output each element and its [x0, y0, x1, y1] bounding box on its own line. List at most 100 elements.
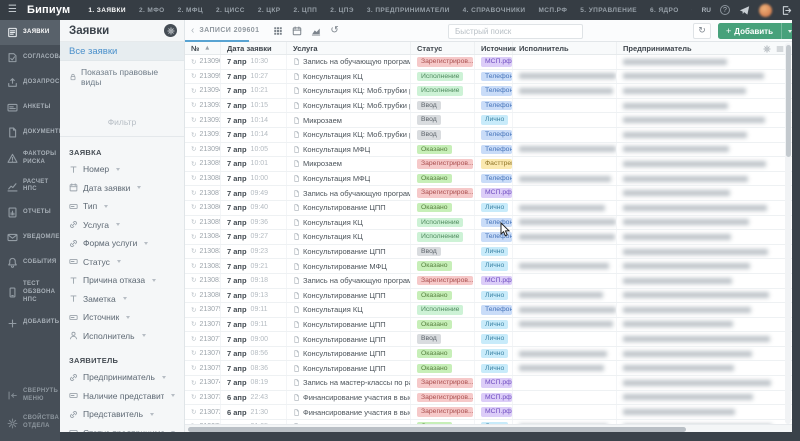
- sidebar-item-soglasovaniya[interactable]: Согласования: [0, 45, 77, 70]
- topnav-item-1[interactable]: 1. Заявки: [88, 6, 126, 14]
- table-row[interactable]: ↻ 213081 7 апр 09:18 Запись на обучающую про…: [185, 273, 792, 289]
- add-record-button[interactable]: + Добавить: [718, 23, 792, 39]
- sidebar-item-zayavki[interactable]: Заявки: [0, 20, 60, 45]
- table-row[interactable]: ↻ 213090 7 апр 10:05 Консультация МФЦ Оказано…: [185, 142, 792, 158]
- table-row[interactable]: ↻ 213072 6 апр 21:30 Финансирование участия …: [185, 405, 792, 420]
- topnav-item-6[interactable]: 2. ЦПП: [293, 6, 318, 14]
- table-row[interactable]: ↻ 213094 7 апр 10:21 Консультация КЦ: Моб.тр…: [185, 84, 792, 99]
- filter-field-наличие-представителя[interactable]: Наличие представителя: [60, 387, 184, 406]
- avatar[interactable]: [759, 3, 772, 17]
- topnav-item-5[interactable]: 2. ЦКР: [257, 6, 281, 14]
- column-header-3[interactable]: Услуга: [287, 42, 411, 54]
- topnav-item-7[interactable]: 2. ЦПЭ: [330, 6, 354, 14]
- sidebar-item-otchety[interactable]: Отчеты: [0, 200, 60, 225]
- table-row[interactable]: ↻ 213083 7 апр 09:23 Консультирование ЦПП Вво…: [185, 244, 792, 260]
- table-row[interactable]: ↻ 213096 7 апр 10:30 Запись на обучающую про…: [185, 55, 792, 70]
- topnav-item-2[interactable]: 2. МФО: [138, 6, 165, 14]
- table-row[interactable]: ↻ 213077 7 апр 09:00 Консультирование ЦПП Вво…: [185, 332, 792, 347]
- vertical-scrollbar[interactable]: [785, 43, 791, 424]
- horizontal-scrollbar[interactable]: [185, 424, 792, 432]
- filter-field-статус[interactable]: Статус: [60, 253, 184, 272]
- table-row[interactable]: ↻ 213085 7 апр 09:36 Консультация КЦ Исполнен…: [185, 215, 792, 231]
- paper-plane-icon[interactable]: [739, 5, 750, 16]
- filter-field-предприниматель[interactable]: Предприниматель: [60, 368, 184, 387]
- history-icon[interactable]: ↺: [330, 24, 339, 36]
- table-row[interactable]: ↻ 213091 7 апр 10:14 Консультация КЦ: Моб.тр…: [185, 127, 792, 143]
- column-header-1[interactable]: № ▲: [185, 42, 221, 54]
- filter-field-причина-отказа[interactable]: Причина отказа: [60, 271, 184, 290]
- sidebar-item-sobytiya[interactable]: События: [0, 250, 60, 275]
- sidebar-item-dobavit[interactable]: Добавить: [0, 311, 60, 336]
- collapse-panel-icon[interactable]: ‹: [191, 24, 195, 36]
- topnav-item-10[interactable]: МСП.РФ: [538, 6, 568, 14]
- table-row[interactable]: ↻ 213074 7 апр 08:19 Запись на мастер-классы…: [185, 376, 792, 391]
- records-tab[interactable]: ЗАПИСИ 209601: [199, 27, 260, 34]
- topnav-item-12[interactable]: 6. Ядро: [650, 6, 679, 14]
- logout-icon[interactable]: [781, 5, 792, 16]
- table-row[interactable]: ↻ 213079 7 апр 09:11 Консультация КЦ Исполнен…: [185, 303, 792, 318]
- filter-field-представитель[interactable]: Представитель: [60, 405, 184, 424]
- topnav-item-11[interactable]: 5. Управление: [580, 6, 638, 14]
- help-icon[interactable]: ?: [720, 5, 730, 15]
- topnav-item-3[interactable]: 2. МФЦ: [177, 6, 203, 14]
- table-row[interactable]: ↻ 213075 7 апр 08:36 Консультирование ЦПП Ока…: [185, 361, 792, 377]
- chart-view-icon[interactable]: [311, 26, 321, 36]
- topnav-item-9[interactable]: 4. Справочники: [462, 6, 526, 14]
- document-icon: [294, 262, 299, 270]
- language-switch[interactable]: RU: [701, 6, 711, 14]
- table-row[interactable]: ↻ 213087 7 апр 09:49 Запись на обучающую про…: [185, 186, 792, 201]
- filter-field-исполнитель[interactable]: Исполнитель: [60, 327, 184, 346]
- table-row[interactable]: ↻ 213078 7 апр 09:11 Консультирование ЦПП Ока…: [185, 317, 792, 333]
- table-row[interactable]: ↻ 213073 6 апр 22:43 Финансирование участия …: [185, 390, 792, 406]
- columns-settings-icon[interactable]: [763, 44, 771, 53]
- table-row[interactable]: ↻ 213080 7 апр 09:13 Консультирование ЦПП Ока…: [185, 288, 792, 304]
- column-header-5[interactable]: Источник: [475, 42, 516, 54]
- table-row[interactable]: ↻ 213088 7 апр 10:00 Консультация МФЦ Оказано…: [185, 171, 792, 187]
- filter-field-источник[interactable]: Источник: [60, 308, 184, 327]
- table-row[interactable]: ↻ 213092 7 апр 10:14 Микрозаем Ввод Лично: [185, 113, 792, 128]
- column-header-2[interactable]: Дата заявки: [221, 42, 287, 54]
- filter-field-услуга[interactable]: Услуга: [60, 216, 184, 235]
- grid-view-icon[interactable]: [273, 26, 283, 36]
- column-header-7[interactable]: Предприниматель: [623, 43, 692, 53]
- table-row[interactable]: ↻ 213084 7 апр 09:27 Консультация КЦ Исполнен…: [185, 230, 792, 245]
- filter-field-номер[interactable]: Номер: [60, 160, 184, 179]
- view-all-requests[interactable]: Все заявки: [60, 42, 184, 61]
- sidebar-collapse-menu[interactable]: Свернуть меню: [0, 382, 60, 410]
- column-header-6[interactable]: Исполнитель: [513, 42, 617, 54]
- filter-field-форма-услуги[interactable]: Форма услуги: [60, 234, 184, 253]
- panel-settings-button[interactable]: [164, 24, 177, 37]
- table-row[interactable]: ↻ 213093 7 апр 10:15 Консультация КЦ: Моб.тр…: [185, 98, 792, 114]
- sidebar-department-settings[interactable]: Свойства отдела: [0, 409, 60, 437]
- topnav-item-4[interactable]: 2. ЦИСС: [215, 6, 245, 14]
- sidebar-item-dokumenty[interactable]: Документы: [0, 120, 65, 145]
- filter-field-заметка[interactable]: Заметка: [60, 290, 184, 309]
- row-height-icon[interactable]: [776, 45, 784, 53]
- table-row[interactable]: ↻ 213076 7 апр 08:56 Консультирование ЦПП Ока…: [185, 346, 792, 362]
- filter-field-статус-предпринимателя[interactable]: Статус предпринимателя: [60, 424, 184, 432]
- calendar-view-icon[interactable]: [292, 25, 302, 36]
- table-row[interactable]: ↻ 213086 7 апр 09:40 Консультирование ЦПП Ока…: [185, 200, 792, 216]
- show-legal-types-toggle[interactable]: Показать правовые виды: [60, 61, 184, 93]
- sidebar-item-dozaprosy[interactable]: Дозапросы: [0, 70, 65, 95]
- sidebar-item-test-obzvona-nps[interactable]: Тест обзвона НПС: [0, 275, 60, 310]
- column-header-4[interactable]: Статус: [411, 42, 475, 54]
- table-row[interactable]: ↻ 213095 7 апр 10:27 Консультация КЦ Исполнен…: [185, 69, 792, 85]
- sidebar-item-faktory-riska[interactable]: Факторы риска: [0, 145, 60, 173]
- table-row[interactable]: ↻ 213082 7 апр 09:21 Консультирование МФЦ Ока…: [185, 259, 792, 274]
- vertical-scrollbar-thumb[interactable]: [785, 45, 791, 157]
- sidebar-item-ankety[interactable]: Анкеты: [0, 95, 60, 120]
- sidebar-item-raschet-nps[interactable]: Расчет НПС: [0, 173, 60, 201]
- filter-field-тип[interactable]: Тип: [60, 197, 184, 216]
- table-row[interactable]: ↻ 213089 7 апр 10:01 Микрозаем Зарегистриров.…: [185, 157, 792, 172]
- hamburger-menu-icon[interactable]: ☰: [8, 4, 17, 15]
- filter-field-дата-заявки[interactable]: Дата заявки: [60, 179, 184, 198]
- quick-search-input[interactable]: [448, 23, 583, 39]
- add-dropdown-toggle[interactable]: [781, 23, 792, 39]
- topnav-item-8[interactable]: 3. Предприниматели: [366, 6, 450, 14]
- refresh-button[interactable]: ↻: [693, 23, 711, 39]
- sidebar-item-uvedomleniya[interactable]: Уведомления: [0, 225, 73, 250]
- filter-input[interactable]: [60, 107, 184, 137]
- table-row[interactable]: ↻213071 6 апр 21:05 Консультирование ЦПП Ока…: [185, 419, 792, 424]
- horizontal-scrollbar-thumb[interactable]: [188, 426, 686, 432]
